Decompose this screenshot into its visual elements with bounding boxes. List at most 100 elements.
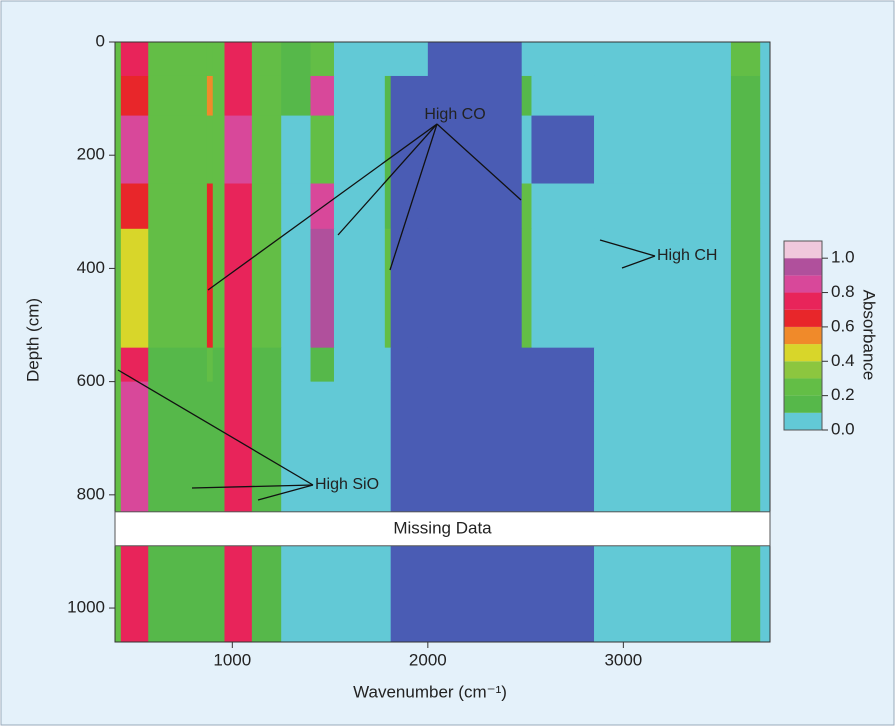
heat-cell (310, 347, 335, 383)
heat-cell (531, 347, 595, 383)
heat-cell (310, 75, 335, 117)
heat-cell (120, 42, 149, 77)
heat-cell (760, 42, 771, 77)
heat-cell (212, 115, 225, 185)
heat-cell (521, 347, 532, 383)
heat-cell (594, 228, 732, 349)
heat-cell (427, 115, 523, 185)
y-tick-label: 800 (77, 484, 105, 503)
heat-cell (310, 115, 335, 185)
heat-cell (148, 115, 208, 185)
heat-cell (148, 183, 208, 230)
heat-cell (148, 42, 208, 77)
heat-cell (760, 115, 771, 185)
heat-cell (224, 545, 253, 643)
heat-cell (148, 347, 208, 383)
heat-cell (281, 347, 312, 383)
heat-cell (251, 228, 282, 349)
heat-cell (310, 381, 335, 513)
heat-cell (427, 347, 523, 383)
heat-cell (521, 42, 532, 77)
heat-cell (427, 545, 523, 643)
heat-cell (730, 347, 761, 383)
heat-cell (760, 75, 771, 117)
heat-cell (115, 42, 122, 77)
heat-cell (115, 183, 122, 230)
colorbar-bin (784, 275, 822, 293)
heat-cell (594, 183, 732, 230)
heat-cell (251, 347, 282, 383)
heat-cell (384, 347, 392, 383)
heat-cell (212, 75, 225, 117)
plot-frame (114, 41, 771, 643)
colorbar-tick-label: 0.4 (831, 351, 855, 370)
co-leader (436, 123, 522, 201)
heat-cell (120, 381, 149, 513)
heat-cell (251, 42, 282, 77)
heat-cell (212, 183, 225, 230)
heat-cell (281, 228, 312, 349)
heat-cell (281, 381, 312, 513)
heat-cell (390, 75, 429, 117)
heat-cell (120, 228, 149, 349)
heat-cell (730, 75, 761, 117)
heat-cell (730, 228, 761, 349)
colorbar-bin (784, 258, 822, 276)
heat-cell (760, 545, 771, 643)
heat-cell (206, 347, 214, 383)
heat-cell (281, 545, 312, 643)
heat-cell (212, 381, 225, 513)
heat-cell (251, 115, 282, 185)
colorbar-frame (783, 240, 823, 431)
heat-cell (120, 115, 149, 185)
heat-cell (206, 42, 214, 77)
heat-cell (251, 381, 282, 513)
heat-cell (224, 115, 253, 185)
heat-cell (333, 381, 386, 513)
heat-cell (531, 228, 595, 349)
heat-cell (120, 183, 149, 230)
heat-cell (390, 545, 429, 643)
heat-cell (760, 228, 771, 349)
heat-cell (730, 381, 761, 513)
heat-cell (224, 228, 253, 349)
heat-cell (310, 228, 335, 349)
heat-cell (212, 228, 225, 349)
heat-cell (531, 183, 595, 230)
heat-cell (730, 545, 761, 643)
x-tick-label: 1000 (213, 650, 251, 669)
heat-cell (384, 75, 392, 117)
heat-cell (206, 183, 214, 230)
colorbar-tick-label: 0.6 (831, 316, 855, 335)
heat-cell (531, 42, 595, 77)
heat-cell (148, 381, 208, 513)
heat-cell (390, 115, 429, 185)
sio-leader (191, 484, 314, 489)
colorbar-label: Absorbance (860, 290, 879, 381)
heat-cell (281, 42, 312, 77)
co-label: High CO (424, 106, 485, 123)
heat-cell (427, 75, 523, 117)
co-leader (389, 123, 438, 271)
heat-cell (120, 545, 149, 643)
heat-cell (384, 545, 392, 643)
heat-cell (148, 75, 208, 117)
y-axis-label: Depth (cm) (23, 298, 42, 382)
colorbar-bin (784, 378, 822, 396)
heat-cell (760, 183, 771, 230)
heat-cell (730, 115, 761, 185)
x-tick-label: 2000 (409, 650, 447, 669)
heat-cell (148, 228, 208, 349)
heat-cell (333, 42, 386, 77)
colorbar-tick-label: 0.8 (831, 282, 855, 301)
colorbar-bin (784, 344, 822, 362)
heat-cell (115, 381, 122, 513)
heat-cell (310, 42, 335, 77)
heat-cell (115, 347, 122, 383)
heat-cell (594, 75, 732, 117)
heat-cell (224, 75, 253, 117)
y-tick-label: 200 (77, 145, 105, 164)
heat-cell (212, 347, 225, 383)
heat-cell (427, 228, 523, 349)
heat-cell (115, 75, 122, 117)
